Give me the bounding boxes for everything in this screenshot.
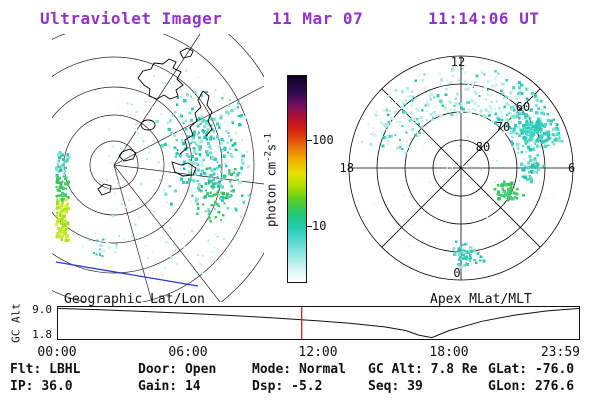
status-label: Door: (138, 362, 178, 377)
colorbar-gradient (287, 75, 307, 283)
status-mode: Mode: Normal (252, 362, 346, 377)
colorbar-tick-mark (307, 140, 312, 141)
status-value: 7.8 Re (430, 362, 478, 377)
colorbar-tick-100: 100 (312, 133, 334, 147)
colorbar-axis-label: photon cm-2s-1 (264, 133, 279, 227)
gc-alt-axis-label: GC Alt (9, 303, 23, 343)
status-label: Flt: (10, 362, 42, 377)
status-ip: IP: 36.0 (10, 379, 73, 394)
colorbar-tick-mark (307, 226, 312, 227)
auroral-image-pixels (55, 69, 252, 277)
terminator-line (55, 261, 199, 287)
coastlines (97, 47, 213, 196)
status-value: Open (184, 362, 217, 377)
status-seq: Seq: 39 (368, 379, 423, 394)
status-dsp: Dsp: -5.2 (252, 379, 322, 394)
status-value: Normal (298, 362, 346, 377)
colorbar-label-exp1: -2 (263, 151, 274, 162)
gc-alt-curve (57, 307, 580, 339)
polar-panel-caption: Apex MLat/MLT (430, 292, 532, 307)
colorbar-label-exp2: -1 (263, 133, 274, 144)
status-value: LBHL (49, 362, 81, 377)
status-label: Dsp: (252, 379, 284, 394)
time-tick-0600: 06:00 (168, 345, 208, 360)
status-value: 36.0 (41, 379, 73, 394)
apex-polar-panel: 12 18 6 0 60 70 80 (340, 55, 575, 281)
status-value: 39 (407, 379, 423, 394)
mlat-ring-70: 70 (496, 120, 510, 134)
status-door: Door: Open (138, 362, 216, 377)
mlt-label-6: 6 (568, 161, 575, 175)
geographic-map-panel (52, 34, 264, 302)
time-label: 11:14:06 UT (428, 9, 540, 28)
time-tick-1200: 12:00 (298, 345, 338, 360)
mlt-label-18: 18 (340, 161, 354, 175)
status-gain: Gain: 14 (138, 379, 201, 394)
status-value: -76.0 (534, 362, 575, 377)
status-value: -5.2 (291, 379, 323, 394)
status-value: 14 (184, 379, 201, 394)
status-glat: GLat: -76.0 (488, 362, 574, 377)
status-label: Gain: (138, 379, 178, 394)
status-label: GC Alt: (368, 362, 423, 377)
status-value: 276.6 (534, 379, 575, 394)
time-tick-0000: 00:00 (37, 345, 77, 360)
mlt-label-12: 12 (451, 55, 465, 69)
gc-alt-ytick-top: 9.0 (32, 303, 52, 316)
time-tick-2359: 23:59 (540, 345, 580, 360)
map-panel-caption: Geographic Lat/Lon (64, 292, 205, 307)
mlt-label-0: 0 (453, 266, 460, 280)
colorbar-label-text2: s (264, 143, 279, 152)
colorbar-label-text: photon cm (264, 161, 279, 227)
status-label: GLat: (488, 362, 528, 377)
colorbar-tick-10: 10 (312, 219, 327, 233)
date-label: 11 Mar 07 (272, 9, 364, 28)
status-label: Seq: (368, 379, 400, 394)
app-title: Ultraviolet Imager (40, 9, 223, 28)
status-label: Mode: (252, 362, 292, 377)
time-tick-1800: 18:00 (429, 345, 469, 360)
status-glon: GLon: 276.6 (488, 379, 574, 394)
status-label: GLon: (488, 379, 528, 394)
map-grid (52, 34, 264, 302)
status-label: IP: (10, 379, 34, 394)
status-gc-alt: GC Alt: 7.8 Re (368, 362, 478, 377)
mlat-ring-60: 60 (516, 100, 530, 114)
strip-chart-frame (57, 306, 580, 340)
mlat-ring-80: 80 (476, 140, 490, 154)
gc-alt-strip-chart (57, 306, 580, 340)
gc-alt-ytick-bottom: 1.8 (32, 328, 52, 341)
status-flt: Flt: LBHL (10, 362, 80, 377)
auroral-oval-pixels (360, 66, 564, 269)
